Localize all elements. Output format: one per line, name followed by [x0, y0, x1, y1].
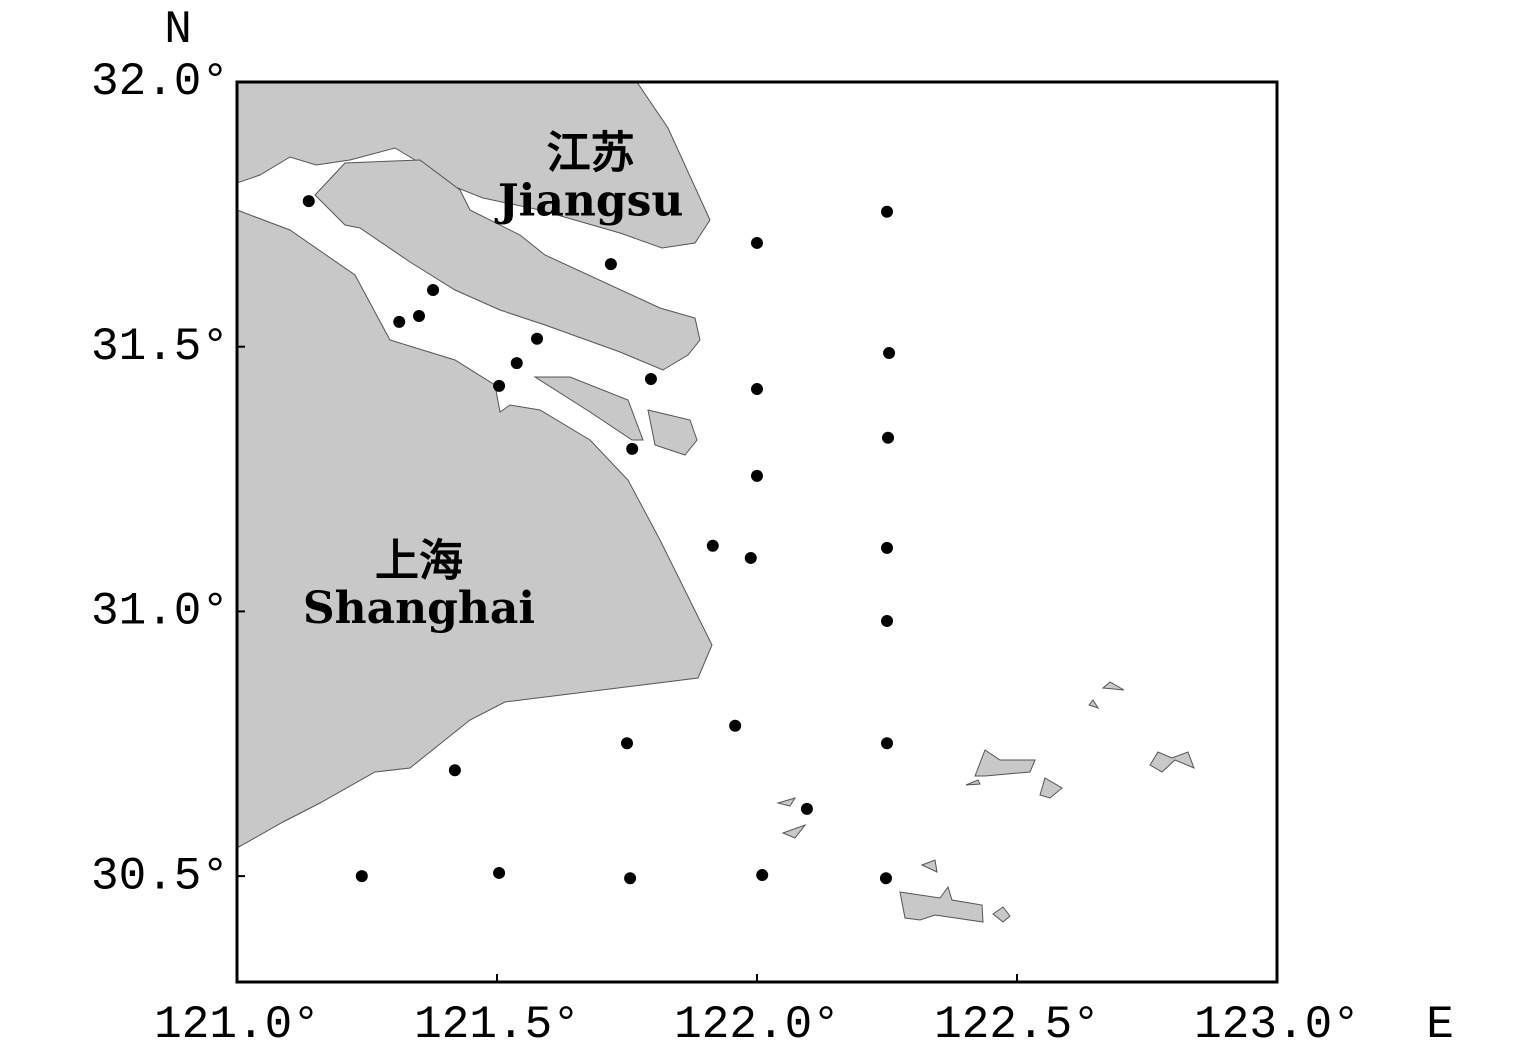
station — [881, 737, 893, 750]
x-tick-label: 121.0° — [154, 999, 320, 1051]
station — [756, 869, 769, 882]
station — [879, 872, 892, 885]
station — [644, 373, 657, 385]
island — [1039, 777, 1063, 799]
island — [899, 885, 984, 923]
station — [883, 347, 896, 360]
x-tick-label: 123.0° — [1194, 999, 1360, 1051]
island — [920, 859, 938, 873]
place-label: 上海 — [375, 535, 463, 586]
station — [744, 551, 757, 564]
station — [751, 236, 763, 249]
station — [751, 383, 763, 396]
island — [1088, 681, 1125, 709]
land — [237, 82, 1195, 923]
station — [800, 802, 813, 815]
station — [510, 357, 523, 370]
chongming-island — [314, 159, 701, 371]
station — [882, 431, 895, 444]
x-tick-label: 121.5° — [414, 999, 580, 1051]
place-label: 江苏 — [547, 128, 635, 179]
island — [533, 376, 644, 441]
station — [302, 195, 315, 208]
y-axis-label: N — [164, 4, 192, 56]
x-axis-label: E — [1426, 999, 1454, 1051]
island — [965, 749, 1036, 786]
station — [881, 614, 893, 627]
station — [751, 469, 763, 482]
station — [621, 737, 633, 750]
station — [448, 764, 461, 777]
station — [493, 379, 506, 392]
y-tick-label: 31.5° — [91, 321, 229, 373]
station — [393, 315, 406, 328]
station — [706, 539, 719, 552]
station — [729, 719, 742, 732]
x-tick-label: 122.5° — [934, 999, 1100, 1051]
y-tick-label: 31.0° — [91, 586, 229, 638]
station — [531, 332, 544, 345]
station — [604, 258, 617, 271]
island — [992, 906, 1011, 923]
station — [355, 870, 368, 883]
station — [493, 866, 506, 879]
island — [1149, 751, 1195, 773]
station — [881, 541, 893, 554]
station — [881, 205, 893, 218]
shanghai-land — [237, 209, 713, 849]
station — [626, 442, 639, 455]
station — [427, 284, 440, 297]
place-label: Jiangsu — [494, 175, 684, 226]
island — [647, 409, 698, 456]
island — [776, 797, 807, 839]
x-tick-label: 122.0° — [674, 999, 840, 1051]
y-tick-label: 32.0° — [91, 56, 229, 108]
place-label: Shanghai — [303, 583, 535, 634]
y-tick-label: 30.5° — [91, 850, 229, 902]
station — [413, 310, 425, 322]
jiangsu-land — [237, 82, 711, 249]
station — [624, 872, 637, 885]
